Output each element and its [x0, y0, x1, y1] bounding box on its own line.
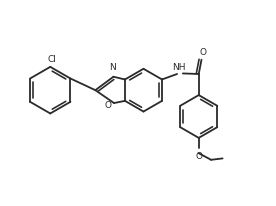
Text: NH: NH — [172, 63, 186, 72]
Text: O: O — [105, 101, 112, 109]
Text: N: N — [109, 62, 115, 71]
Text: O: O — [195, 151, 202, 160]
Text: O: O — [199, 47, 206, 56]
Text: Cl: Cl — [47, 54, 56, 63]
